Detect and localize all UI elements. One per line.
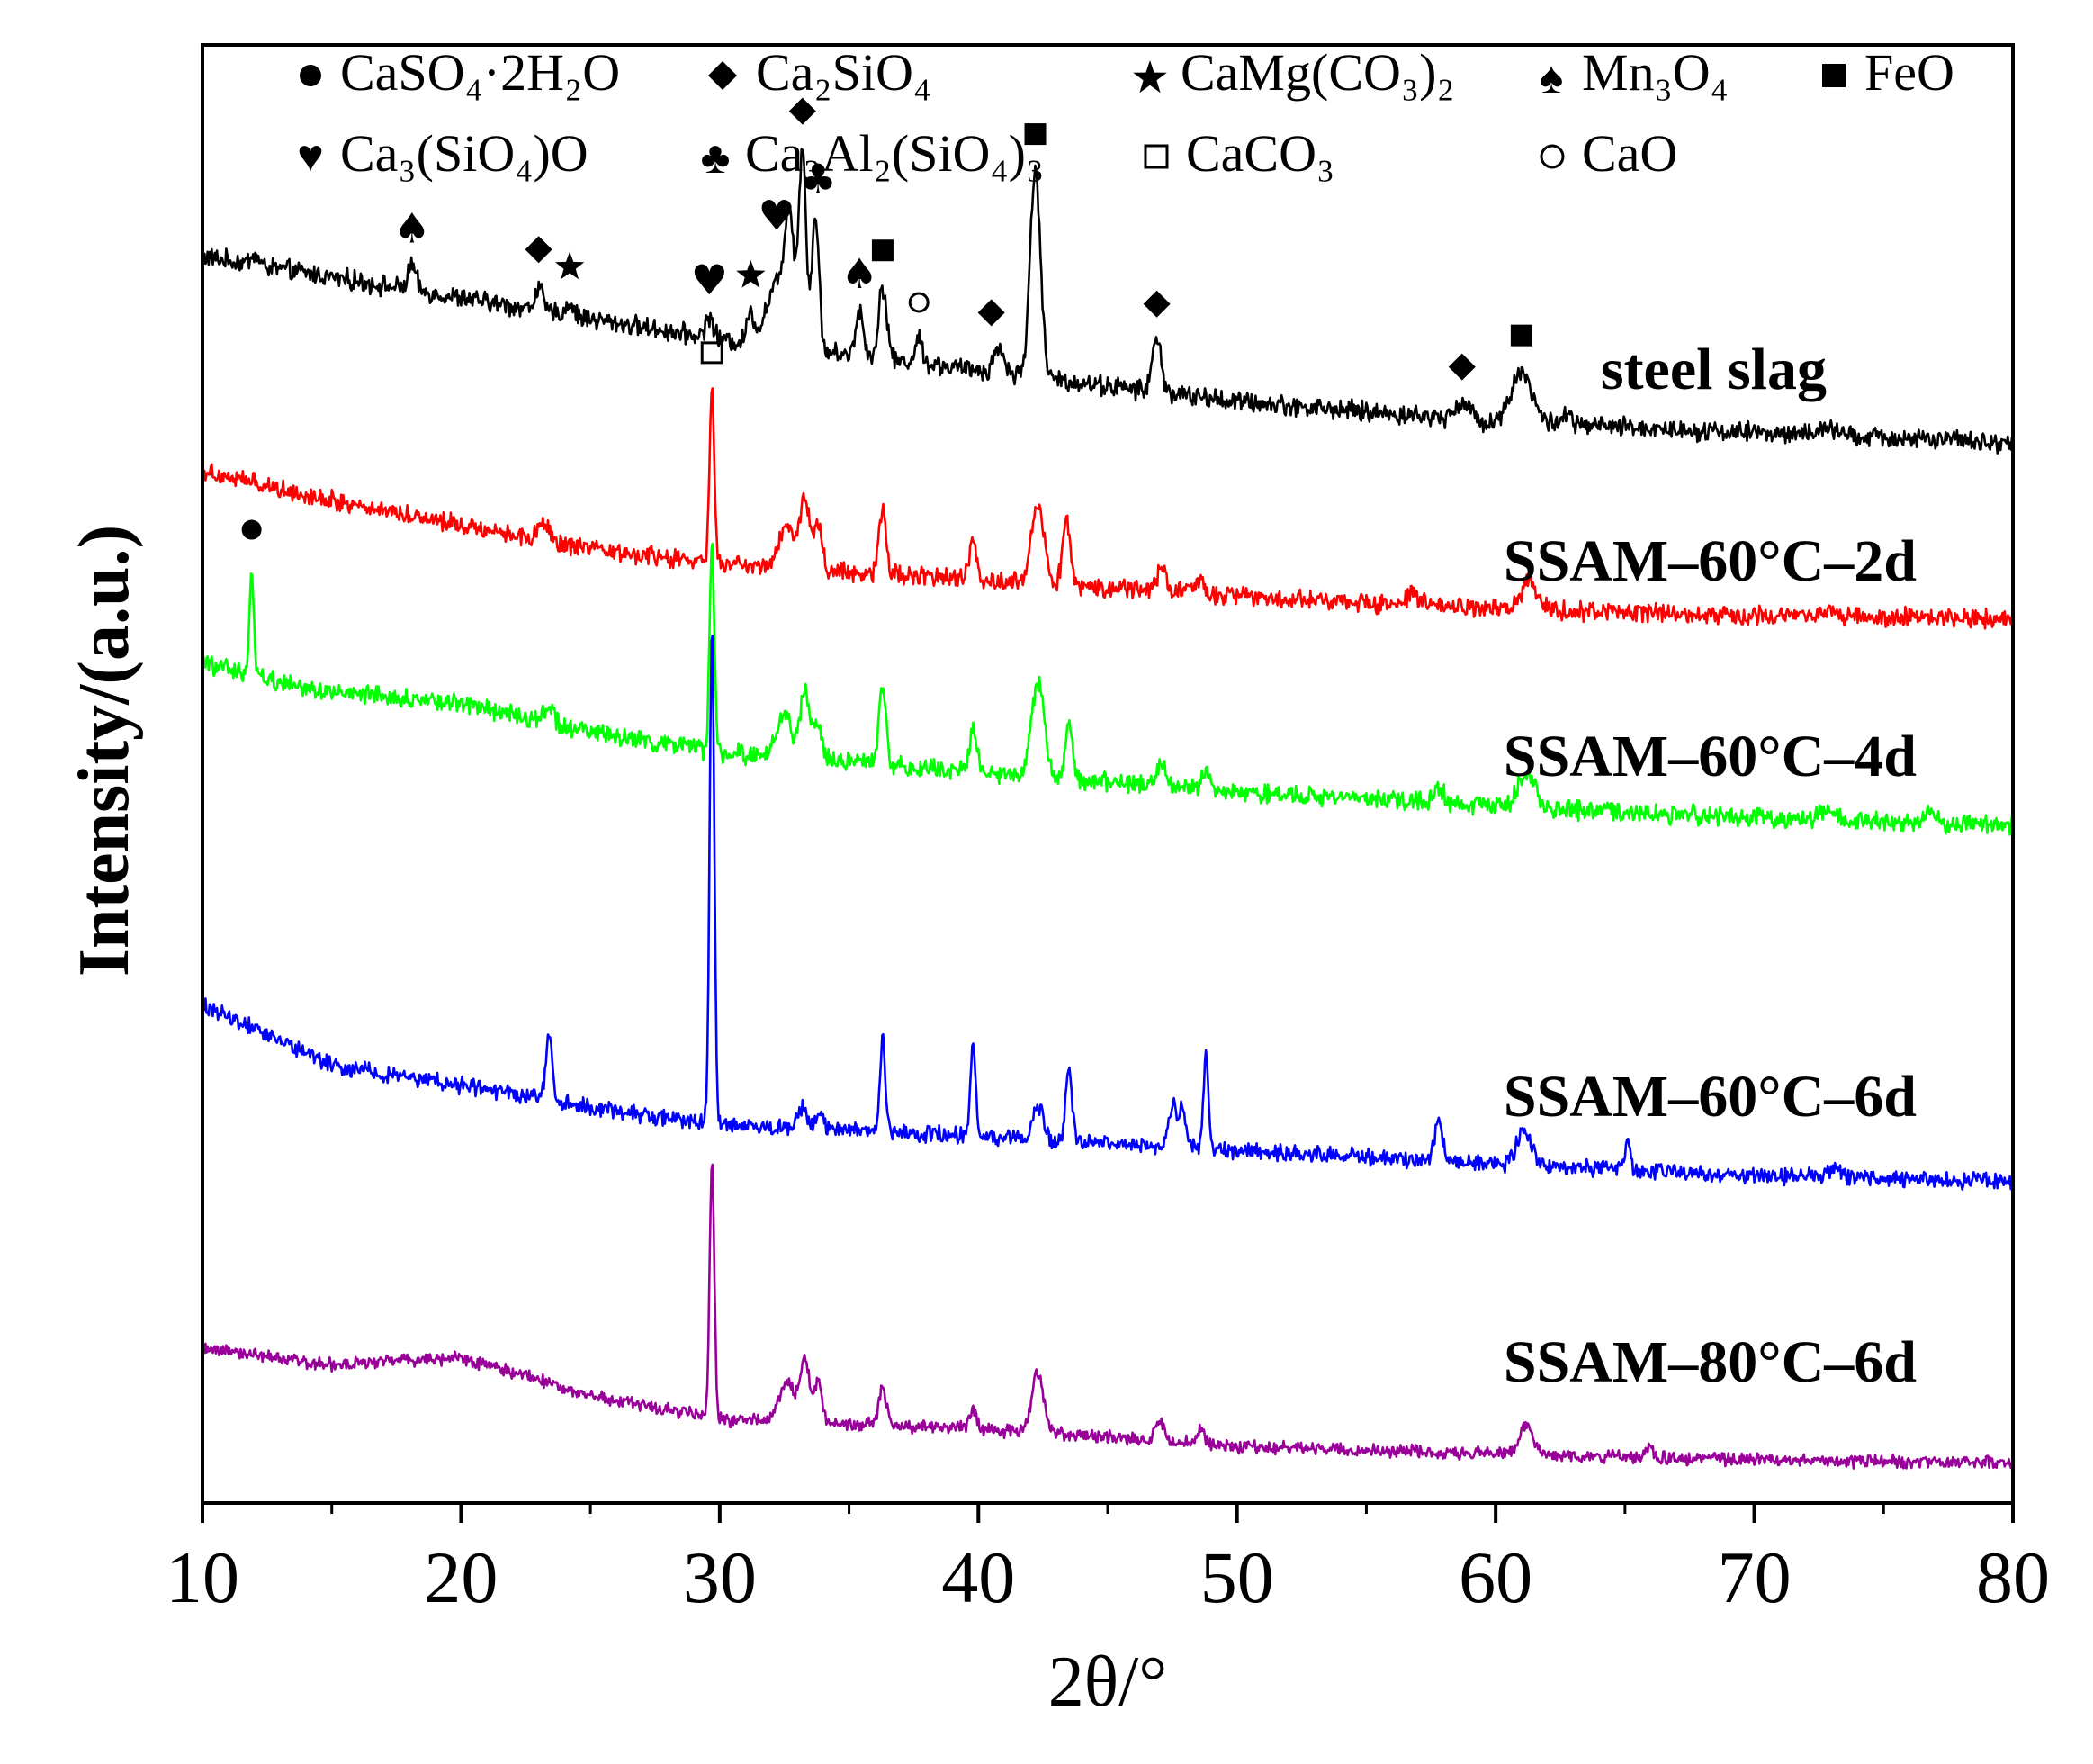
legend-marker-spade: ♠ (1540, 52, 1564, 103)
legend-entry-ca3sio4o: ♥ Ca₃(SiO₄)O (297, 124, 588, 183)
legend-label: CaMg(CO₃)₂ (1181, 43, 1455, 102)
peak-marker-open-square (700, 341, 723, 364)
legend-marker-open-circle (1540, 144, 1565, 169)
legend-label: Ca₃(SiO₄)O (340, 124, 588, 183)
peak-marker-filled-diamond (1143, 290, 1171, 318)
peak-marker-filled-diamond (977, 299, 1005, 327)
legend-entry-mn3o4: ♠ Mn₃O₄ (1540, 43, 1729, 103)
peak-marker-star (555, 251, 585, 280)
x-tick-label: 30 (683, 1536, 757, 1618)
peak-marker-filled-square (1024, 123, 1046, 146)
legend-marker-club: ♣ (701, 132, 731, 183)
y-axis-title: Intensity/(a.u.) (65, 525, 144, 976)
peak-marker-filled-diamond (1448, 353, 1476, 381)
legend-entry-ca2sio4: Ca₂SiO₄ (708, 43, 931, 102)
series-label-steel-slag: steel slag (1601, 337, 1827, 402)
x-tick-label: 70 (1718, 1536, 1792, 1618)
x-tick-label: 10 (166, 1536, 239, 1618)
x-tick-label: 20 (424, 1536, 498, 1618)
legend-label: Mn₃O₄ (1582, 43, 1729, 102)
legend-entry-ca3al2sio43: ♣ Ca₃Al₂(SiO₄)₃ (701, 124, 1045, 183)
series-line-ssam-60c-6d (201, 634, 2015, 1191)
series-line-steel-slag (201, 148, 2015, 454)
x-axis-title: 2θ/° (1048, 1642, 1168, 1722)
peak-marker-filled-square (871, 239, 894, 262)
legend-entry-caco3: CaCO₃ (1144, 124, 1334, 183)
x-tick-label: 60 (1459, 1536, 1532, 1618)
legend-label: Ca₃Al₂(SiO₄)₃ (745, 124, 1044, 183)
peak-marker-spade: ♠ (393, 204, 430, 253)
series-labels: steel slag SSAM–60°C–2d SSAM–60°C–4d SSA… (1504, 337, 1917, 1395)
legend-label: CaCO₃ (1186, 124, 1334, 183)
legend-marker-filled-circle (300, 65, 321, 86)
peak-marker-filled-square (1510, 324, 1532, 346)
peak-marker-club: ♣ (799, 155, 836, 203)
x-axis-ticks: 10 20 30 40 50 60 70 80 (166, 1503, 2050, 1618)
peak-marker-heart: ♥ (691, 256, 728, 304)
peak-marker-filled-circle (241, 519, 262, 540)
legend-marker-filled-square (1822, 64, 1846, 87)
peak-marker-heart: ♥ (758, 191, 795, 239)
legend-entry-camgco3: CaMg(CO₃)₂ (1133, 43, 1455, 102)
x-tick-label: 80 (1976, 1536, 2050, 1618)
series-line-ssam-60c-2d (201, 387, 2014, 630)
series-label-ssam-60c-2d: SSAM–60°C–2d (1504, 528, 1917, 594)
legend-label: Ca₂SiO₄ (756, 43, 931, 102)
legend-marker-filled-diamond (708, 61, 737, 90)
series-group (201, 148, 2015, 1470)
series-line-ssam-60c-4d (201, 542, 2015, 836)
legend: CaSO₄·2H₂O Ca₂SiO₄ CaMg(CO₃)₂ ♠ Mn₃O₄ Fe… (297, 43, 1954, 183)
legend-entry-caso4: CaSO₄·2H₂O (300, 43, 620, 102)
series-line-ssam-80c-6d (202, 1163, 2014, 1470)
peak-marker-open-circle (908, 292, 930, 313)
peak-marker-filled-diamond (788, 97, 816, 125)
series-label-ssam-60c-6d: SSAM–60°C–6d (1504, 1064, 1917, 1130)
peak-markers: ♠♥♥♣♠ (241, 97, 1532, 540)
legend-marker-star (1133, 60, 1167, 94)
legend-marker-heart: ♥ (297, 130, 324, 181)
peak-marker-star (736, 259, 766, 288)
legend-entry-cao: CaO (1540, 124, 1677, 183)
legend-label: CaSO₄·2H₂O (340, 43, 620, 102)
series-label-ssam-80c-6d: SSAM–80°C–6d (1504, 1329, 1917, 1395)
x-tick-label: 40 (941, 1536, 1015, 1618)
peak-marker-spade: ♠ (840, 249, 877, 298)
series-label-ssam-60c-4d: SSAM–60°C–4d (1504, 724, 1917, 789)
peak-marker-filled-diamond (525, 236, 552, 264)
legend-entry-feo: FeO (1822, 43, 1954, 102)
legend-label: FeO (1864, 43, 1954, 102)
x-tick-label: 50 (1200, 1536, 1274, 1618)
legend-label: CaO (1582, 124, 1677, 183)
legend-marker-open-square (1144, 144, 1169, 169)
